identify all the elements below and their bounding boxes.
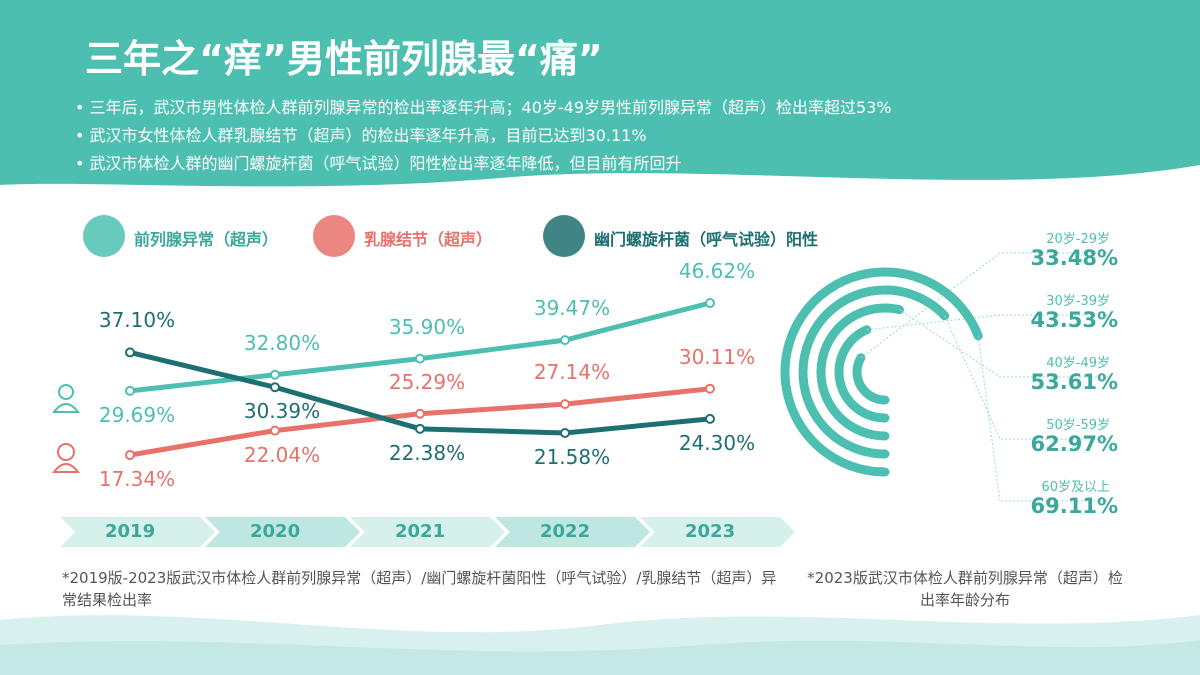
bullet: • 武汉市体检人群的幽门螺旋杆菌（呼气试验）阳性检出率逐年降低，但目前有所回升: [75, 154, 682, 173]
category-label: 40岁-49岁: [1046, 356, 1110, 371]
value-label: 53.61%: [1030, 370, 1118, 394]
value-label: 69.11%: [1030, 494, 1118, 518]
data-point: [270, 369, 280, 380]
line-note: *2019版-2023版武汉市体检人群前列腺异常（超声）/幽门螺旋杆菌阳性（呼气…: [62, 569, 777, 609]
data-label: 39.47%: [533, 296, 611, 321]
data-label: 21.58%: [533, 444, 611, 469]
data-label: 29.69%: [98, 402, 176, 427]
category-label: 50岁-59岁: [1046, 418, 1110, 433]
radial-bar: [834, 325, 890, 423]
data-point: [560, 399, 570, 410]
data-point: [270, 425, 280, 436]
data-point: [560, 335, 570, 346]
year-chevron: [640, 517, 795, 547]
legend-icon: [83, 215, 125, 257]
radial-bar: [816, 303, 904, 441]
male-icon: [51, 403, 81, 413]
data-point: [125, 347, 135, 358]
bullet-text: 三年后，武汉市男性体检人群前列腺异常的检出率逐年升高；40岁-49岁男性前列腺异…: [89, 98, 892, 117]
bullet-text: 武汉市女性体检人群乳腺结节（超声）的检出率逐年升高，目前已达到30.11%: [89, 126, 647, 145]
value-label: 43.53%: [1030, 308, 1118, 332]
data-label: 37.10%: [98, 308, 176, 333]
bottom-wave: [0, 640, 1200, 675]
x-tick-label: 2022: [540, 521, 591, 542]
legend-icon: [313, 215, 355, 257]
male-icon: [58, 384, 74, 400]
bullets: • 三年后，武汉市男性体检人群前列腺异常的检出率逐年升高；40岁-49岁男性前列…: [75, 94, 892, 178]
data-point: [415, 423, 425, 434]
year-chevron: [60, 517, 215, 547]
data-point: [125, 450, 135, 460]
data-point: [270, 382, 280, 393]
data-label: 30.11%: [678, 344, 756, 369]
bullet: • 武汉市女性体检人群乳腺结节（超声）的检出率逐年升高，目前已达到30.11%: [75, 126, 647, 145]
category-label: 20岁-29岁: [1046, 232, 1110, 247]
radial-bar: [798, 285, 950, 459]
year-chevron: [495, 517, 650, 547]
data-point: [705, 298, 715, 308]
value-label: 33.48%: [1030, 246, 1118, 270]
data-label: 32.80%: [243, 330, 321, 355]
x-tick-label: 2019: [105, 521, 156, 542]
data-point: [415, 353, 425, 364]
legend-icon: [543, 215, 585, 257]
legend-label: 乳腺结节（超声）: [364, 230, 493, 249]
data-point: [705, 383, 715, 394]
radial-bar: [852, 353, 890, 405]
data-label: 22.38%: [388, 440, 466, 465]
data-label: 17.34%: [98, 467, 176, 491]
category-label: 60岁及以上: [1041, 480, 1110, 495]
title: 三年之“痒”男性前列腺最“痛”: [85, 37, 603, 81]
data-label: 22.04%: [243, 442, 321, 467]
connector: [944, 315, 1110, 440]
value-label: 62.97%: [1030, 432, 1118, 456]
plot: [51, 215, 1110, 547]
data-label: 24.30%: [678, 430, 756, 455]
x-tick-label: 2021: [395, 521, 446, 542]
data-label: 27.14%: [533, 360, 611, 385]
connector: [866, 314, 1110, 331]
category-label: 30岁-39岁: [1046, 294, 1110, 309]
year-chevron: [205, 517, 360, 547]
x-tick-label: 2020: [250, 521, 301, 542]
data-label: 46.62%: [678, 259, 756, 283]
data-label: 30.39%: [243, 399, 321, 424]
data-label: 25.29%: [388, 369, 466, 394]
data-point: [705, 413, 715, 424]
header-band: [0, 0, 1200, 187]
bullet-text: 武汉市体检人群的幽门螺旋杆菌（呼气试验）阳性检出率逐年降低，但目前有所回升: [89, 154, 682, 173]
legend-label: 幽门螺旋杆菌（呼气试验）阳性: [594, 230, 819, 249]
radial-note: *2023版武汉市体检人群前列腺异常（超声）检出率年龄分布: [807, 569, 1123, 609]
female-icon: [57, 443, 75, 461]
data-point: [415, 408, 425, 419]
radial-bar: [780, 267, 983, 477]
data-point: [125, 385, 135, 396]
bullet: • 三年后，武汉市男性体检人群前列腺异常的检出率逐年升高；40岁-49岁男性前列…: [75, 98, 892, 117]
female-icon: [51, 463, 81, 473]
year-chevron: [350, 517, 505, 547]
legend-label: 前列腺异常（超声）: [134, 230, 279, 249]
x-tick-label: 2023: [685, 521, 736, 542]
data-point: [560, 427, 570, 438]
data-label: 35.90%: [388, 314, 466, 339]
connector: [899, 309, 1110, 378]
